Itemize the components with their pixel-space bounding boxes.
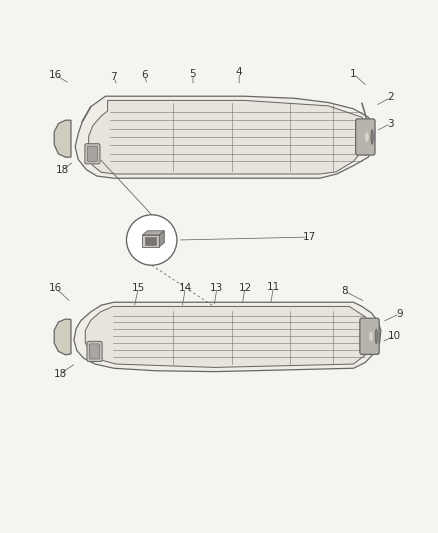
Polygon shape [159,231,164,247]
Text: 6: 6 [141,70,148,80]
Polygon shape [88,100,366,174]
Polygon shape [85,306,372,367]
Text: 18: 18 [53,369,67,379]
Ellipse shape [371,130,373,144]
Text: 3: 3 [387,118,394,128]
Text: 12: 12 [238,282,252,293]
Polygon shape [142,231,164,235]
Ellipse shape [375,329,378,343]
Text: 11: 11 [267,281,280,292]
Ellipse shape [369,332,373,341]
FancyBboxPatch shape [85,144,100,164]
Text: 16: 16 [49,284,63,293]
Text: 5: 5 [190,69,196,79]
Text: 18: 18 [56,165,69,175]
Polygon shape [75,96,374,178]
Polygon shape [54,319,71,355]
FancyBboxPatch shape [87,341,102,361]
Text: 2: 2 [387,92,394,102]
Circle shape [127,215,177,265]
Text: 10: 10 [388,331,401,341]
Ellipse shape [365,132,369,142]
FancyBboxPatch shape [88,146,98,161]
Text: 9: 9 [396,309,403,319]
Text: 4: 4 [236,67,243,77]
Bar [145,237,156,245]
Text: 7: 7 [110,72,117,82]
Text: 14: 14 [179,284,192,293]
Polygon shape [54,120,71,157]
Text: 16: 16 [49,70,63,80]
Text: 13: 13 [210,284,223,293]
Polygon shape [74,302,381,372]
Text: 17: 17 [303,232,316,242]
FancyBboxPatch shape [89,344,99,359]
Bar [142,235,159,247]
FancyBboxPatch shape [360,318,379,354]
FancyBboxPatch shape [356,119,375,155]
Text: 15: 15 [132,284,145,293]
Text: 1: 1 [350,69,357,79]
Text: 8: 8 [341,286,348,296]
